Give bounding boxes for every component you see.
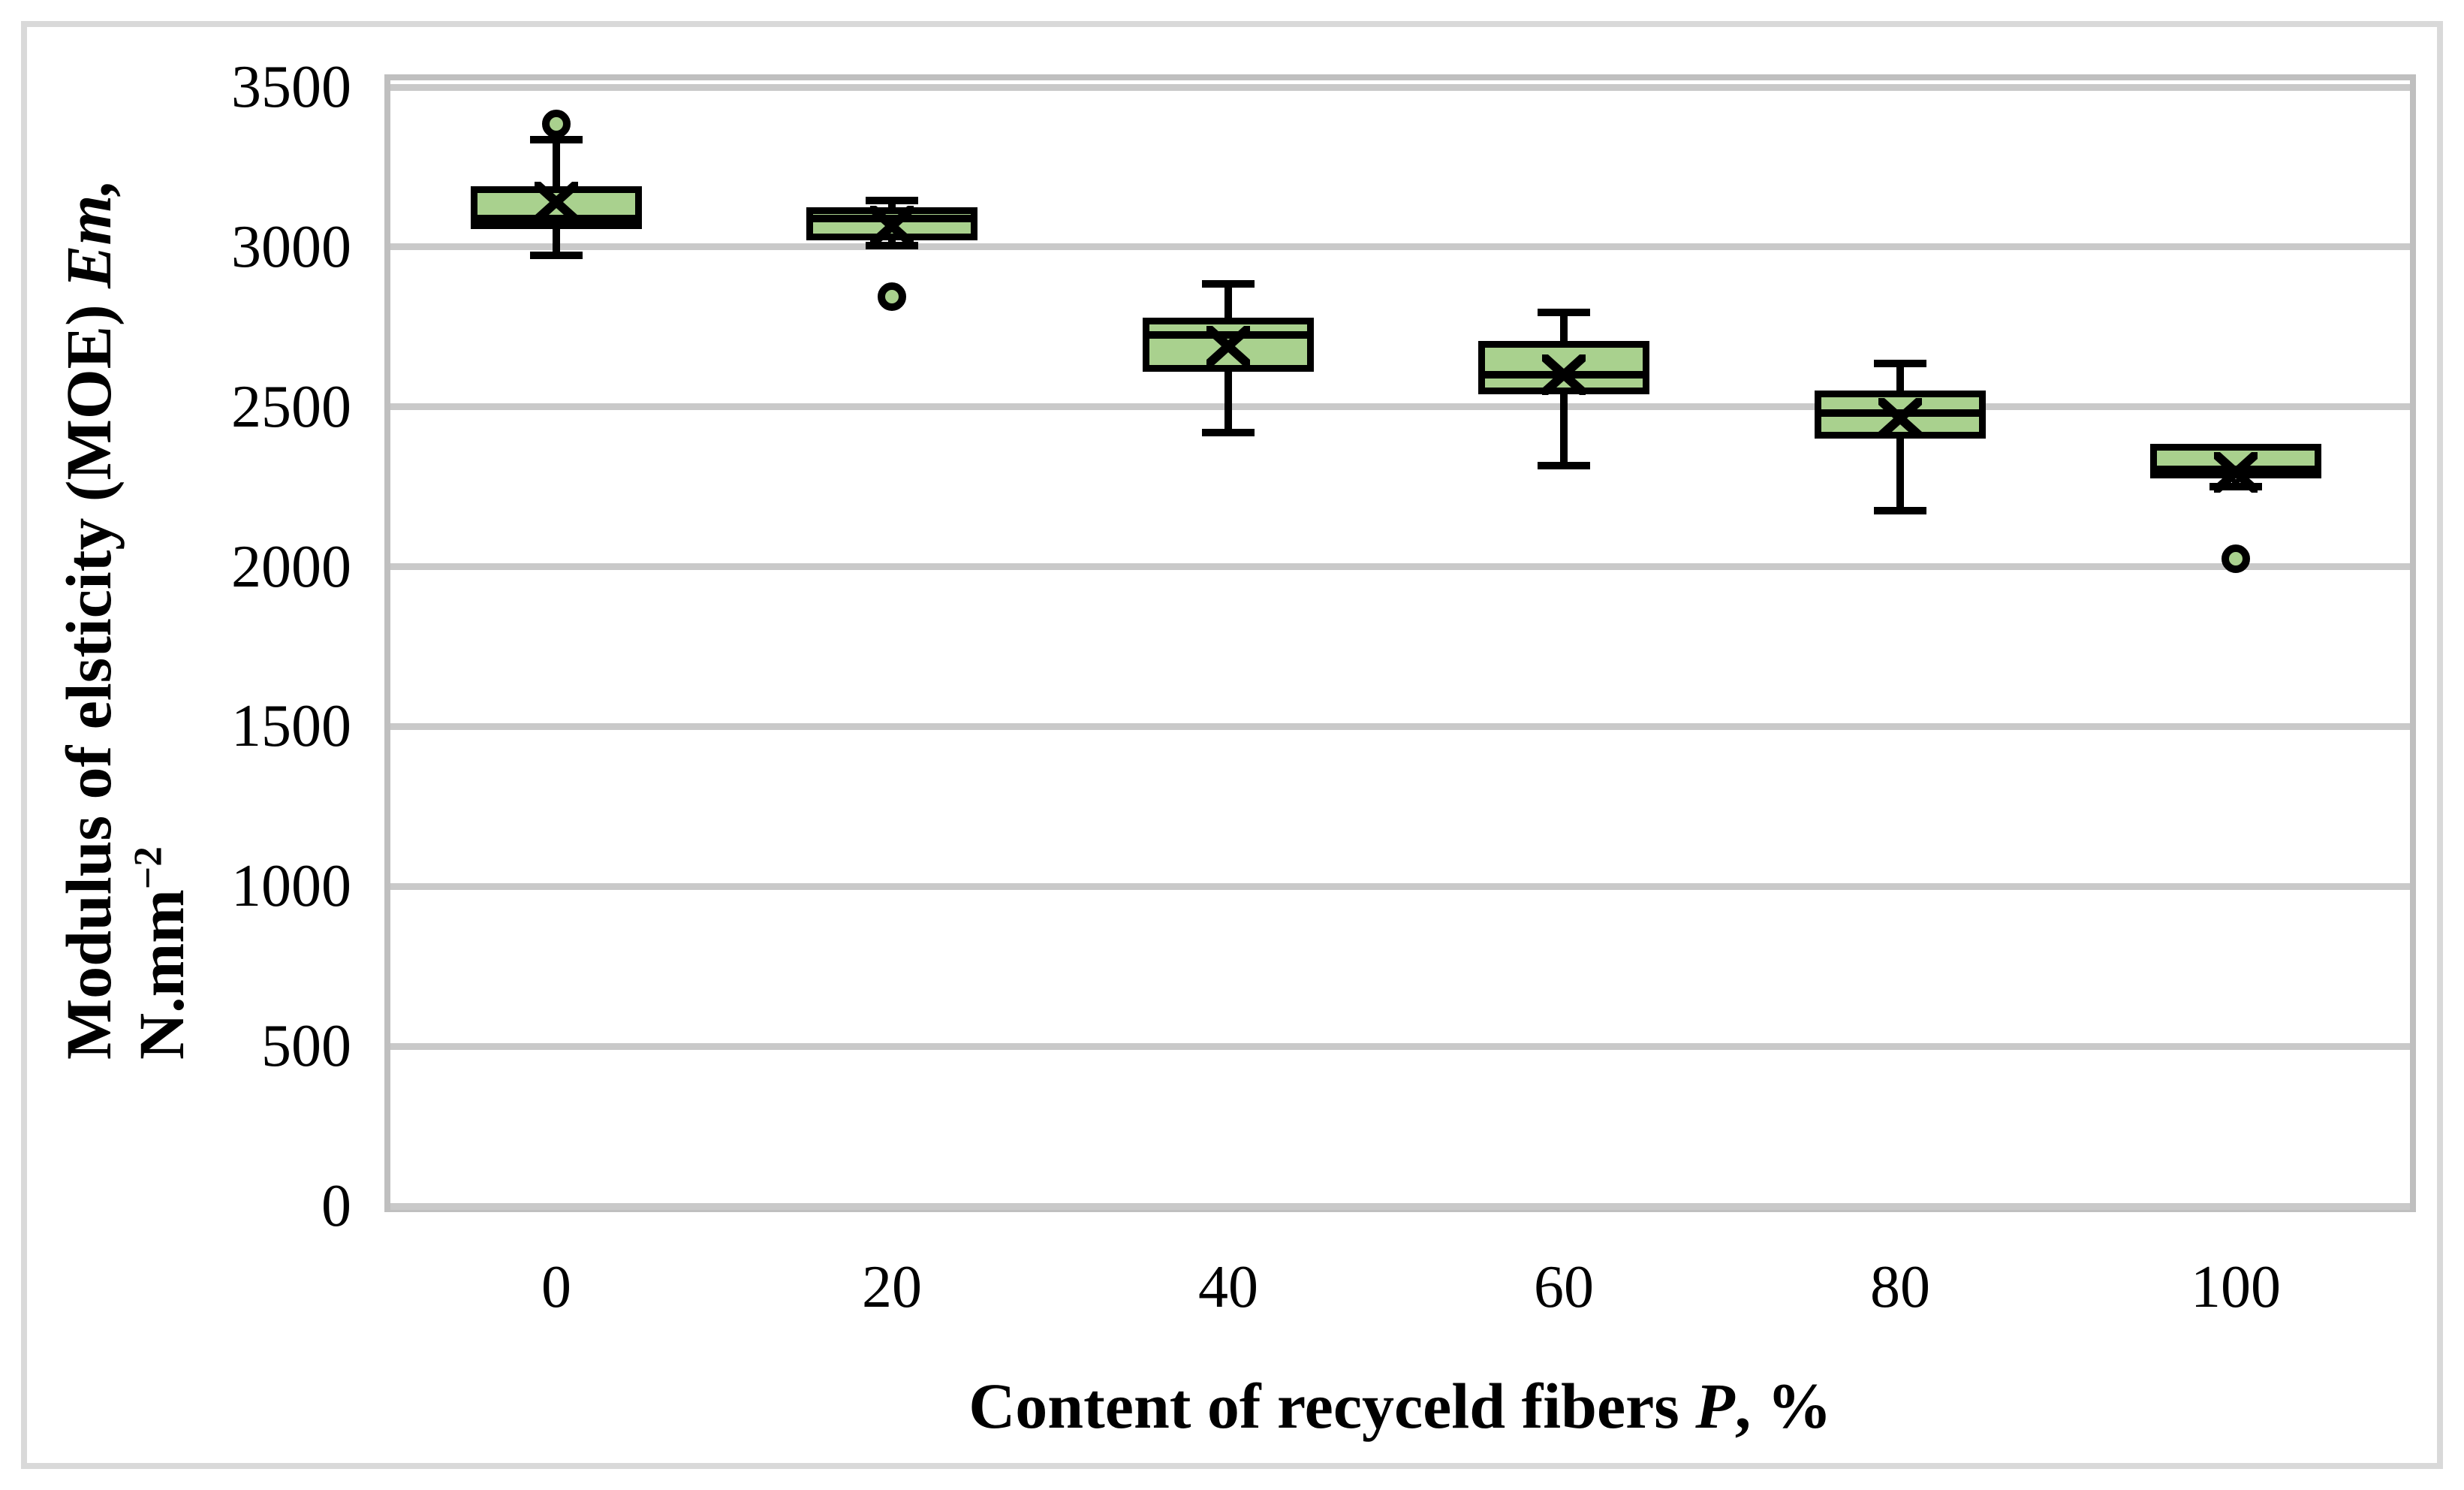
title-text-part: P <box>1695 1370 1735 1442</box>
y-tick-label-2500: 2500 <box>231 373 351 440</box>
mean-x-marker <box>2214 451 2258 493</box>
x-axis-title: Content of recyceld fibers P, % <box>390 1370 2410 1442</box>
x-tick-label-100: 100 <box>2191 1254 2281 1320</box>
upper-whisker-stem <box>1560 312 1568 342</box>
lower-whisker-stem <box>1560 394 1568 466</box>
gridline-1500 <box>390 722 2410 730</box>
gridline-0 <box>390 1202 2410 1210</box>
gridline-2000 <box>390 563 2410 571</box>
x-tick-label-60: 60 <box>1534 1254 1594 1320</box>
upper-whisker-cap <box>530 136 583 144</box>
y-tick-label-500: 500 <box>261 1013 351 1080</box>
lower-whisker-stem <box>1224 371 1232 433</box>
mean-x-marker <box>1878 397 1922 439</box>
outlier-point <box>2222 544 2250 573</box>
gridline-500 <box>390 1042 2410 1050</box>
outlier-point <box>542 109 571 138</box>
x-tick-label-20: 20 <box>862 1254 922 1320</box>
lower-whisker-cap <box>530 251 583 259</box>
y-tick-label-2000: 2000 <box>231 533 351 600</box>
upper-whisker-cap <box>1538 309 1590 317</box>
outlier-point <box>878 282 906 311</box>
median-line <box>806 214 977 222</box>
mean-x-marker <box>1542 354 1586 396</box>
lower-whisker-cap <box>1874 507 1926 515</box>
lower-whisker-cap <box>2209 483 2262 491</box>
x-tick-label-0: 0 <box>541 1254 571 1320</box>
y-tick-label-0: 0 <box>321 1173 351 1239</box>
lower-whisker-stem <box>1896 439 1904 511</box>
gridline-1000 <box>390 882 2410 890</box>
upper-whisker-cap <box>1202 279 1255 288</box>
y-axis-title-line1: Modulus of elsticity (MOE) Em, <box>53 179 125 1060</box>
upper-whisker-cap <box>866 197 918 205</box>
lower-whisker-cap <box>1202 428 1255 436</box>
title-text-part: Content of recyceld fibers <box>968 1370 1696 1442</box>
y-tick-label-3000: 3000 <box>231 213 351 280</box>
gridline-3000 <box>390 243 2410 251</box>
x-tick-label-80: 80 <box>1870 1254 1930 1320</box>
lower-whisker-stem <box>2232 478 2240 487</box>
mean-x-marker <box>870 206 914 247</box>
upper-whisker-cap <box>1874 360 1926 368</box>
y-axis-title: Modulus of elsticity (MOE) Em, N.mm−2 <box>53 179 198 1060</box>
lower-whisker-cap <box>1538 462 1590 470</box>
median-line <box>1143 330 1314 339</box>
upper-whisker-stem <box>1896 363 1904 391</box>
y-tick-label-3500: 3500 <box>231 54 351 120</box>
mean-x-marker <box>1206 325 1250 366</box>
gridline-3500 <box>390 83 2410 91</box>
title-text-part: , % <box>1734 1370 1832 1442</box>
gridline-2500 <box>390 403 2410 411</box>
upper-whisker-stem <box>1224 283 1232 318</box>
lower-whisker-cap <box>866 241 918 249</box>
y-tick-label-1500: 1500 <box>231 693 351 760</box>
upper-whisker-stem <box>553 140 560 186</box>
iqr-box <box>806 207 977 241</box>
x-tick-label-40: 40 <box>1198 1254 1258 1320</box>
iqr-box <box>1143 317 1314 372</box>
y-tick-label-1000: 1000 <box>231 853 351 920</box>
y-axis-title-line2: N.mm−2 <box>125 196 198 1060</box>
figure-border <box>21 21 2443 1469</box>
mean-x-marker <box>535 182 578 223</box>
median-line <box>471 214 642 222</box>
lower-whisker-stem <box>553 229 560 255</box>
